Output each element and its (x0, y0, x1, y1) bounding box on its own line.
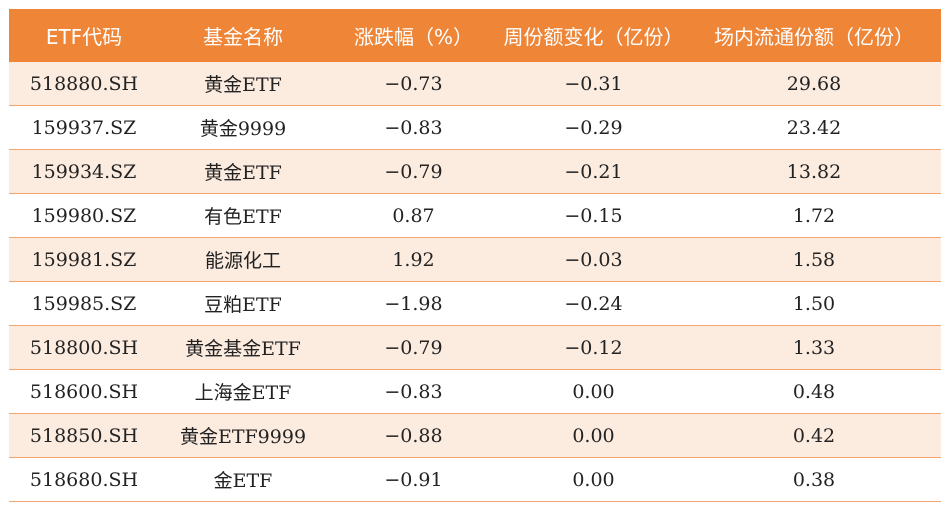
cell-etf-code: 159981.SZ (9, 237, 159, 282)
header-circulating-shares: 场内流通份额（亿份） (687, 9, 941, 62)
cell-circulating-shares: 13.82 (687, 149, 941, 194)
cell-change-pct: −0.73 (327, 62, 500, 106)
table-row: 159934.SZ 黄金ETF −0.79 −0.21 13.82 (9, 149, 941, 194)
cell-etf-code: 159934.SZ (9, 149, 159, 194)
header-etf-code: ETF代码 (9, 9, 159, 62)
cell-fund-name: 有色ETF (159, 193, 327, 238)
cell-weekly-share-change: −0.12 (500, 325, 687, 370)
table-row: 159937.SZ 黄金9999 −0.83 −0.29 23.42 (9, 105, 941, 150)
etf-table: ETF代码 基金名称 涨跌幅（%） 周份额变化（亿份） 场内流通份额（亿份） 5… (9, 9, 941, 502)
cell-circulating-shares: 1.50 (687, 281, 941, 326)
table-row: 159985.SZ 豆粕ETF −1.98 −0.24 1.50 (9, 281, 941, 326)
cell-circulating-shares: 0.42 (687, 413, 941, 458)
cell-etf-code: 159980.SZ (9, 193, 159, 238)
cell-fund-name: 能源化工 (159, 237, 327, 282)
cell-change-pct: −0.83 (327, 105, 500, 150)
cell-circulating-shares: 29.68 (687, 62, 941, 106)
table-row: 518680.SH 金ETF −0.91 0.00 0.38 (9, 457, 941, 502)
cell-change-pct: −0.88 (327, 413, 500, 458)
cell-etf-code: 518850.SH (9, 413, 159, 458)
cell-change-pct: −0.91 (327, 457, 500, 502)
cell-etf-code: 159937.SZ (9, 105, 159, 150)
header-change-pct: 涨跌幅（%） (327, 9, 500, 62)
cell-etf-code: 518680.SH (9, 457, 159, 502)
cell-etf-code: 518880.SH (9, 62, 159, 106)
cell-weekly-share-change: −0.03 (500, 237, 687, 282)
cell-weekly-share-change: −0.21 (500, 149, 687, 194)
cell-weekly-share-change: 0.00 (500, 457, 687, 502)
table-header: ETF代码 基金名称 涨跌幅（%） 周份额变化（亿份） 场内流通份额（亿份） (9, 9, 941, 62)
cell-etf-code: 518600.SH (9, 369, 159, 414)
cell-fund-name: 豆粕ETF (159, 281, 327, 326)
cell-weekly-share-change: −0.31 (500, 62, 687, 106)
header-row: ETF代码 基金名称 涨跌幅（%） 周份额变化（亿份） 场内流通份额（亿份） (9, 9, 941, 62)
table-row: 518850.SH 黄金ETF9999 −0.88 0.00 0.42 (9, 413, 941, 458)
cell-change-pct: −0.79 (327, 325, 500, 370)
cell-fund-name: 金ETF (159, 457, 327, 502)
cell-circulating-shares: 0.38 (687, 457, 941, 502)
table-row: 518800.SH 黄金基金ETF −0.79 −0.12 1.33 (9, 325, 941, 370)
cell-weekly-share-change: 0.00 (500, 369, 687, 414)
cell-change-pct: −0.79 (327, 149, 500, 194)
cell-circulating-shares: 1.58 (687, 237, 941, 282)
table-row: 518600.SH 上海金ETF −0.83 0.00 0.48 (9, 369, 941, 414)
etf-table-container: ETF代码 基金名称 涨跌幅（%） 周份额变化（亿份） 场内流通份额（亿份） 5… (9, 9, 941, 502)
cell-weekly-share-change: −0.15 (500, 193, 687, 238)
cell-weekly-share-change: 0.00 (500, 413, 687, 458)
cell-change-pct: 1.92 (327, 237, 500, 282)
cell-fund-name: 黄金9999 (159, 105, 327, 150)
cell-fund-name: 上海金ETF (159, 369, 327, 414)
cell-etf-code: 159985.SZ (9, 281, 159, 326)
cell-circulating-shares: 1.72 (687, 193, 941, 238)
cell-change-pct: −0.83 (327, 369, 500, 414)
table-body: 518880.SH 黄金ETF −0.73 −0.31 29.68 159937… (9, 62, 941, 502)
cell-circulating-shares: 0.48 (687, 369, 941, 414)
table-row: 518880.SH 黄金ETF −0.73 −0.31 29.68 (9, 62, 941, 106)
cell-circulating-shares: 23.42 (687, 105, 941, 150)
cell-fund-name: 黄金ETF (159, 149, 327, 194)
header-fund-name: 基金名称 (159, 9, 327, 62)
table-row: 159981.SZ 能源化工 1.92 −0.03 1.58 (9, 237, 941, 282)
cell-change-pct: −1.98 (327, 281, 500, 326)
cell-circulating-shares: 1.33 (687, 325, 941, 370)
cell-etf-code: 518800.SH (9, 325, 159, 370)
cell-weekly-share-change: −0.24 (500, 281, 687, 326)
cell-weekly-share-change: −0.29 (500, 105, 687, 150)
header-weekly-share-change: 周份额变化（亿份） (500, 9, 687, 62)
cell-fund-name: 黄金ETF (159, 62, 327, 106)
cell-fund-name: 黄金ETF9999 (159, 413, 327, 458)
cell-change-pct: 0.87 (327, 193, 500, 238)
table-row: 159980.SZ 有色ETF 0.87 −0.15 1.72 (9, 193, 941, 238)
cell-fund-name: 黄金基金ETF (159, 325, 327, 370)
